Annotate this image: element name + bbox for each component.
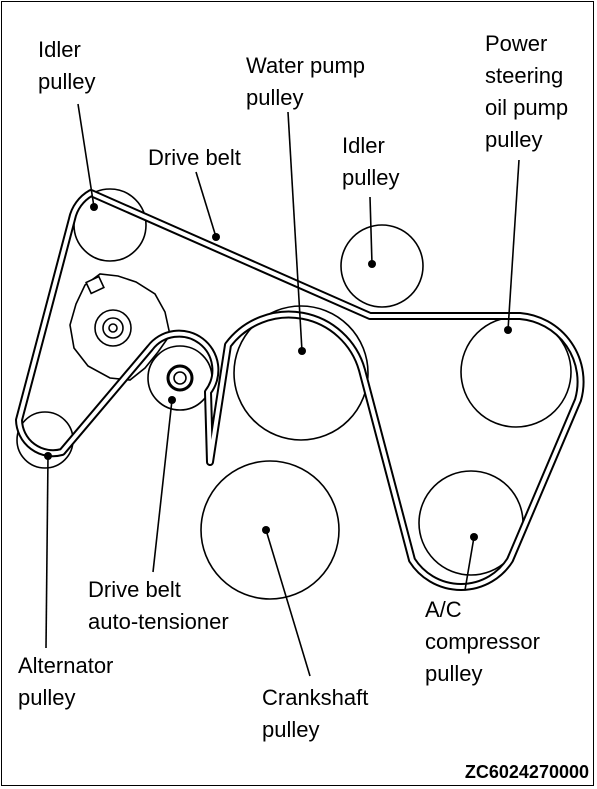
label-drive-belt: Drive belt <box>148 145 241 170</box>
point-idler-top-left <box>90 203 98 211</box>
drive-belt-auto-tensioner <box>69 273 213 411</box>
water-pump-pulley <box>233 305 369 441</box>
point-idler-center <box>368 260 376 268</box>
label-power-steering-pulley: Power steering oil pump pulley <box>485 31 569 152</box>
idler-pulley-center <box>340 224 424 308</box>
point-alternator <box>44 452 52 460</box>
label-crankshaft-pulley: Crankshaft pulley <box>262 685 369 742</box>
label-water-pump-pulley: Water pump pulley <box>246 53 366 110</box>
point-auto-tensioner <box>168 396 176 404</box>
point-drive-belt <box>212 233 220 241</box>
label-alternator-pulley: Alternator pulley <box>18 653 114 710</box>
point-crankshaft <box>262 526 270 534</box>
point-ac-compressor <box>470 533 478 541</box>
point-power-steering <box>504 326 512 334</box>
label-drive-belt-auto-tensioner: Drive belt auto-tensioner <box>88 577 229 634</box>
point-water-pump <box>298 347 306 355</box>
label-ac-compressor-pulley: A/C compressor pulley <box>425 597 540 686</box>
diagram-code: ZC6024270000 <box>464 762 589 782</box>
label-idler-pulley-center: Idler pulley <box>342 133 400 190</box>
label-idler-pulley-top-left: Idler pulley <box>38 37 96 94</box>
